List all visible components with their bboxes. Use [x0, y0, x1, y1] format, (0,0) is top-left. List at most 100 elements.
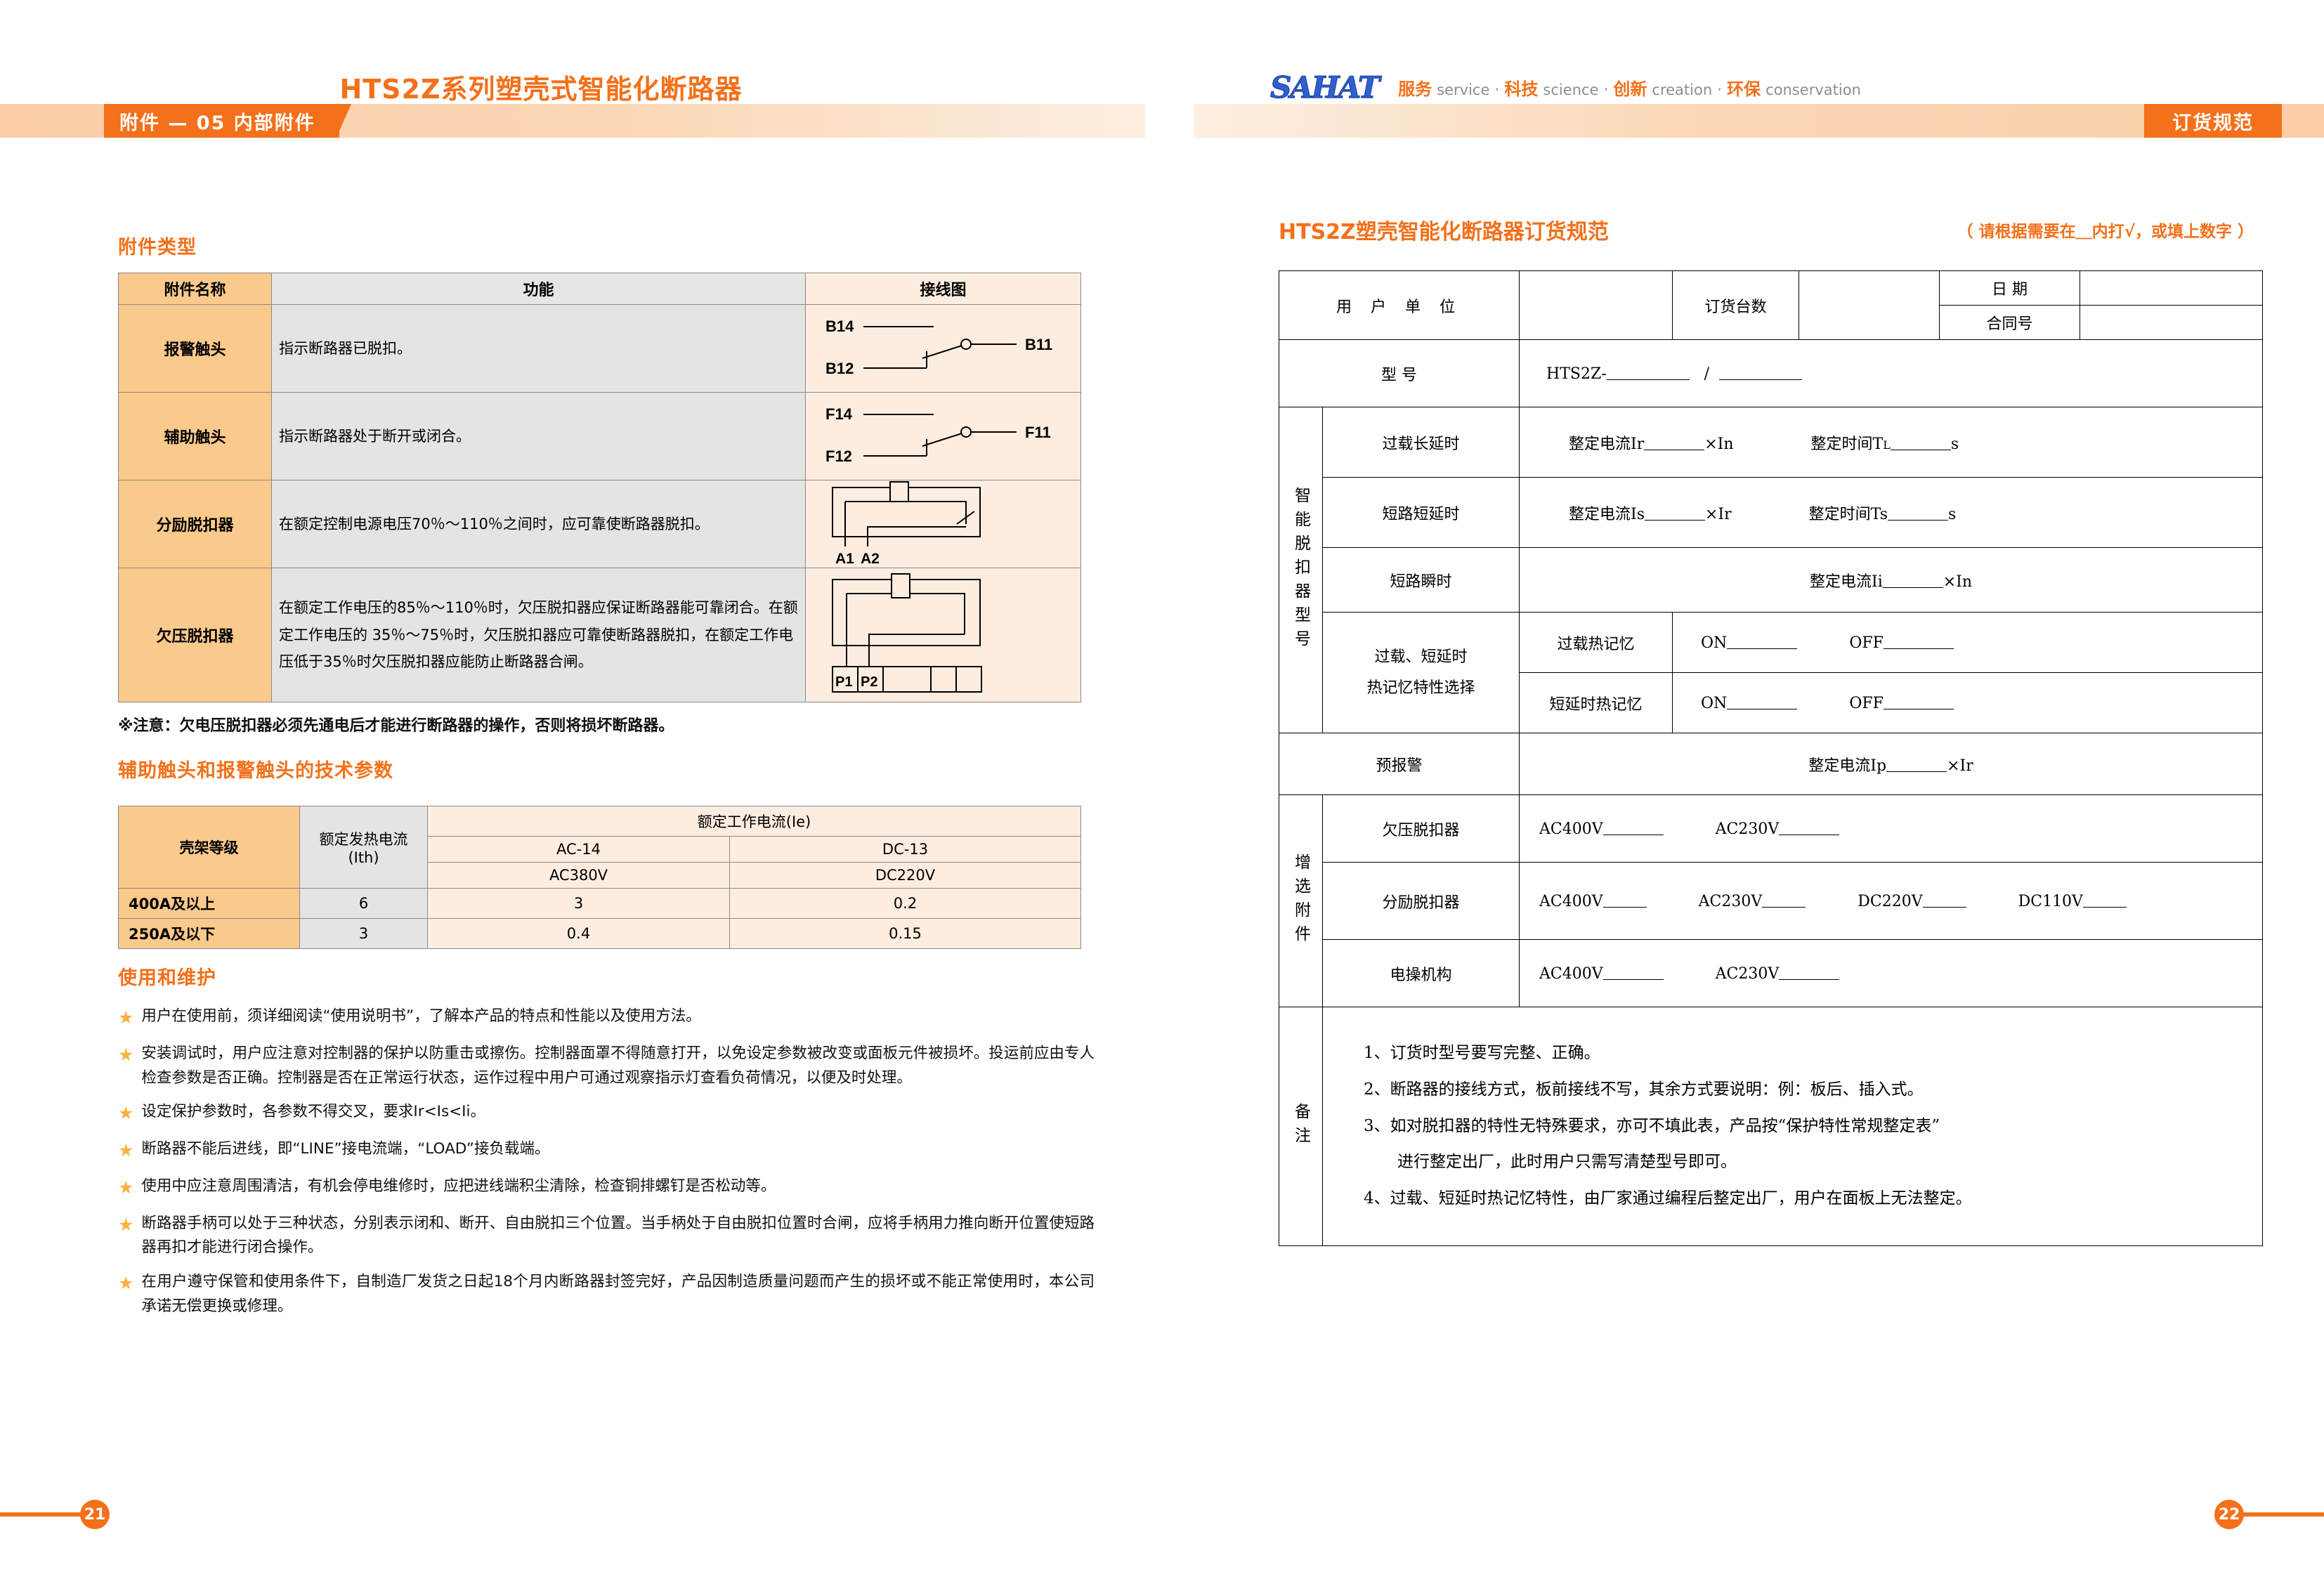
- accessory-function-shunt: 在额定控制电源电压70％～110％之间时，应可靠使断路器脱扣。: [271, 480, 806, 568]
- form-row-instantaneous: 短路瞬时 整定电流Ii ×In: [1279, 547, 2264, 613]
- form-row-overload-long: 智能脱扣器型号 过载长延时 整定电流Ir ×In 整定时间TL s: [1279, 407, 2264, 733]
- label-short-circuit-instant: 短路瞬时: [1321, 547, 1520, 613]
- cell-shell-250a: 250A及以下: [118, 918, 300, 949]
- order-form-title: HTS2Z塑壳智能化断路器订货规范: [1279, 220, 1609, 244]
- shortdelay-off-label: OFF: [1849, 695, 1884, 713]
- motor-ac400v-blank[interactable]: [1602, 964, 1664, 981]
- list-item: ★ 断路器手柄可以处于三种状态，分别表示闭和、断开、自由脱扣三个位置。当手柄处于…: [118, 1212, 1095, 1261]
- table-row: 250A及以下 3 0.4 0.15: [118, 918, 1081, 949]
- accessory-name-undervoltage: 欠压脱扣器: [118, 568, 272, 702]
- svg-text:F14: F14: [825, 405, 853, 423]
- list-item: ★ 在用户遵守保管和使用条件下，自制造厂发货之日起18个月内断路器封签完好，产品…: [118, 1270, 1095, 1319]
- model-blank-1[interactable]: [1606, 364, 1690, 381]
- col-header-thermal-current: 额定发热电流(Ith): [299, 806, 428, 889]
- field-model[interactable]: HTS2Z- /: [1519, 339, 2264, 407]
- field-overload-long-delay[interactable]: 整定电流Ir ×In 整定时间TL s: [1519, 407, 2264, 478]
- label-short-circuit-short-delay: 短路短延时: [1321, 477, 1520, 548]
- wiring-diagram-undervoltage: P1 P2: [805, 568, 1081, 702]
- is-blank[interactable]: [1645, 504, 1705, 521]
- label-shunt-release: 分励脱扣器: [1321, 862, 1520, 940]
- right-header-bar: 订货规范: [1194, 104, 2324, 138]
- section-tab-left: 附件 — 05 内部附件: [104, 104, 351, 138]
- optional-accessories-text: 增选附件: [1291, 853, 1310, 949]
- label-smart-release-group: 智能脱扣器型号: [1279, 407, 1323, 733]
- field-short-circuit-short-delay[interactable]: 整定电流Is ×Ir 整定时间Ts s: [1519, 477, 2264, 548]
- star-icon: ★: [118, 1044, 134, 1065]
- accessory-function-alarm: 指示断路器已脱扣。: [271, 304, 806, 393]
- bullet-text: 断路器手柄可以处于三种状态，分别表示闭和、断开、自由脱扣三个位置。当手柄处于自由…: [141, 1214, 1095, 1257]
- shunt-dc220v-blank[interactable]: [1922, 891, 1966, 908]
- field-prealarm[interactable]: 整定电流Ip ×Ir: [1519, 733, 2264, 795]
- tagline-cn-1: 服务: [1398, 79, 1432, 99]
- table-header-row: 壳架等级 额定发热电流(Ith) 额定工作电流(Ie): [118, 806, 1081, 889]
- uv-ac230v-blank[interactable]: [1779, 819, 1840, 836]
- bullet-text: 使用中应注意周围清洁，有机会停电维修时，应把进线端积尘清除，检查铜排螺钉是否松动…: [141, 1177, 776, 1195]
- form-row-overload-memory: 过载、短延时 热记忆特性选择 过载热记忆 ON OFF: [1279, 612, 2264, 733]
- col-header-function: 功能: [271, 273, 806, 305]
- svg-text:F12: F12: [825, 447, 852, 465]
- tl-unit: s: [1950, 435, 1959, 453]
- field-motor-operator[interactable]: AC400V AC230V: [1519, 939, 2264, 1007]
- shortdelay-off-blank[interactable]: [1883, 693, 1954, 710]
- field-date[interactable]: [2080, 270, 2264, 306]
- tagline-cn-3: 创新: [1613, 79, 1647, 99]
- left-header-bar: 附件 — 05 内部附件: [0, 104, 1145, 138]
- field-shunt-release[interactable]: AC400V AC230V DC220V DC110V: [1519, 862, 2264, 940]
- accessory-function-auxiliary: 指示断路器处于断开或闭合。: [271, 392, 806, 480]
- uv-ac400v-blank[interactable]: [1602, 819, 1664, 836]
- motor-ac230v-blank[interactable]: [1779, 964, 1840, 981]
- star-icon: ★: [118, 1140, 134, 1161]
- tl-label: 整定时间T: [1810, 435, 1884, 453]
- cell-shell-400a: 400A及以上: [118, 888, 300, 919]
- tl-subscript: L: [1883, 438, 1891, 452]
- shunt-ac400v-blank[interactable]: [1602, 891, 1647, 908]
- field-order-qty[interactable]: [1799, 270, 1940, 340]
- field-short-circuit-instant[interactable]: 整定电流Ii ×In: [1519, 547, 2264, 613]
- thermal-memory-line2: 热记忆特性选择: [1366, 679, 1475, 697]
- svg-text:B14: B14: [825, 318, 854, 335]
- field-contract-no[interactable]: [2080, 305, 2264, 340]
- motor-ac400v-label: AC400V: [1539, 965, 1603, 983]
- usage-bullet-list: ★ 用户在使用前，须详细阅读“使用说明书”，了解本产品的特点和性能以及使用方法。…: [118, 1005, 1095, 1329]
- field-short-delay-thermal-memory[interactable]: ON OFF: [1672, 672, 2264, 733]
- smart-release-group-text: 智能脱扣器型号: [1291, 486, 1310, 654]
- field-customer-unit[interactable]: [1519, 270, 1673, 340]
- field-uv-release[interactable]: AC400V AC230V: [1519, 794, 2264, 863]
- overload-off-blank[interactable]: [1883, 633, 1954, 650]
- section-tab-label: 附件 — 05 内部附件: [119, 112, 315, 134]
- ts-blank[interactable]: [1888, 504, 1949, 521]
- cell-ac-400a: 3: [427, 888, 730, 919]
- label-order-qty: 订货台数: [1672, 270, 1800, 340]
- accessory-function-undervoltage: 在额定工作电压的85％～110％时，欠压脱扣器应保证断路器能可靠闭合。在额定工作…: [271, 568, 806, 702]
- label-model: 型 号: [1278, 339, 1520, 407]
- ii-blank[interactable]: [1882, 571, 1943, 588]
- label-motor-operator: 电操机构: [1321, 939, 1520, 1007]
- svg-text:B12: B12: [825, 360, 854, 377]
- ip-blank[interactable]: [1886, 755, 1947, 772]
- shunt-ac230v-blank[interactable]: [1762, 891, 1806, 908]
- col-header-shell-rating: 壳架等级: [118, 806, 300, 889]
- form-row-uv-release: 增选附件 欠压脱扣器 AC400V AC230V: [1279, 794, 2264, 1007]
- remarks-list: 1、订货时型号要写完整、正确。 2、断路器的接线方式，板前接线不写，其余方式要说…: [1330, 1035, 2255, 1217]
- col-header-name: 附件名称: [118, 273, 272, 305]
- star-icon: ★: [118, 1273, 134, 1294]
- overload-on-label: ON: [1701, 634, 1728, 653]
- model-blank-2[interactable]: [1719, 364, 1803, 381]
- cell-dc-250a: 0.15: [729, 918, 1081, 949]
- form-row-short-delay-memory: 短延时热记忆 ON OFF: [1279, 672, 2264, 733]
- wiring-diagram-alarm: B14 B12 B11: [805, 304, 1081, 393]
- field-overload-thermal-memory[interactable]: ON OFF: [1672, 612, 2264, 673]
- tl-blank[interactable]: [1890, 433, 1951, 450]
- shunt-dc110v-blank[interactable]: [2082, 891, 2127, 908]
- remark-item-4: 4、过载、短延时热记忆特性，由厂家通过编程后整定出厂，用户在面板上无法整定。: [1364, 1189, 1972, 1208]
- overload-off-label: OFF: [1849, 634, 1884, 653]
- shortdelay-on-blank[interactable]: [1727, 693, 1798, 710]
- shunt-dc110v-label: DC110V: [2018, 893, 2083, 911]
- overload-on-blank[interactable]: [1727, 633, 1798, 650]
- is-unit: ×Ir: [1705, 505, 1732, 523]
- shunt-release-diagram-icon: A1 A2: [832, 481, 981, 567]
- label-contract-no: 合同号: [1939, 305, 2081, 340]
- label-optional-accessories-group: 增选附件: [1279, 794, 1323, 1007]
- ir-blank[interactable]: [1644, 433, 1705, 450]
